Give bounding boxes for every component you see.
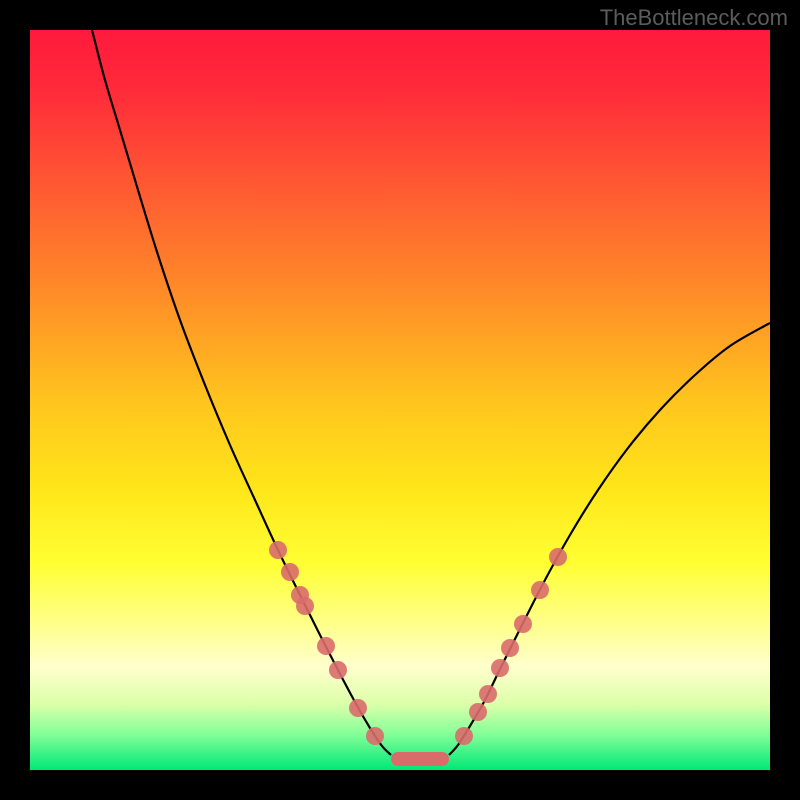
marker-dot bbox=[479, 685, 497, 703]
marker-dot bbox=[501, 639, 519, 657]
marker-dot bbox=[317, 637, 335, 655]
chart-container bbox=[30, 30, 770, 770]
marker-dot bbox=[491, 659, 509, 677]
marker-dot bbox=[349, 699, 367, 717]
watermark-text: TheBottleneck.com bbox=[600, 5, 788, 31]
marker-dot bbox=[366, 727, 384, 745]
marker-dot bbox=[269, 541, 287, 559]
curve-bottom-bar bbox=[391, 752, 449, 766]
bottleneck-chart bbox=[30, 30, 770, 770]
marker-dot bbox=[514, 615, 532, 633]
chart-background bbox=[30, 30, 770, 770]
marker-dot bbox=[531, 581, 549, 599]
marker-dot bbox=[469, 703, 487, 721]
marker-dot bbox=[549, 548, 567, 566]
marker-dot bbox=[296, 597, 314, 615]
marker-dot bbox=[329, 661, 347, 679]
marker-dot bbox=[455, 727, 473, 745]
marker-dot bbox=[281, 563, 299, 581]
